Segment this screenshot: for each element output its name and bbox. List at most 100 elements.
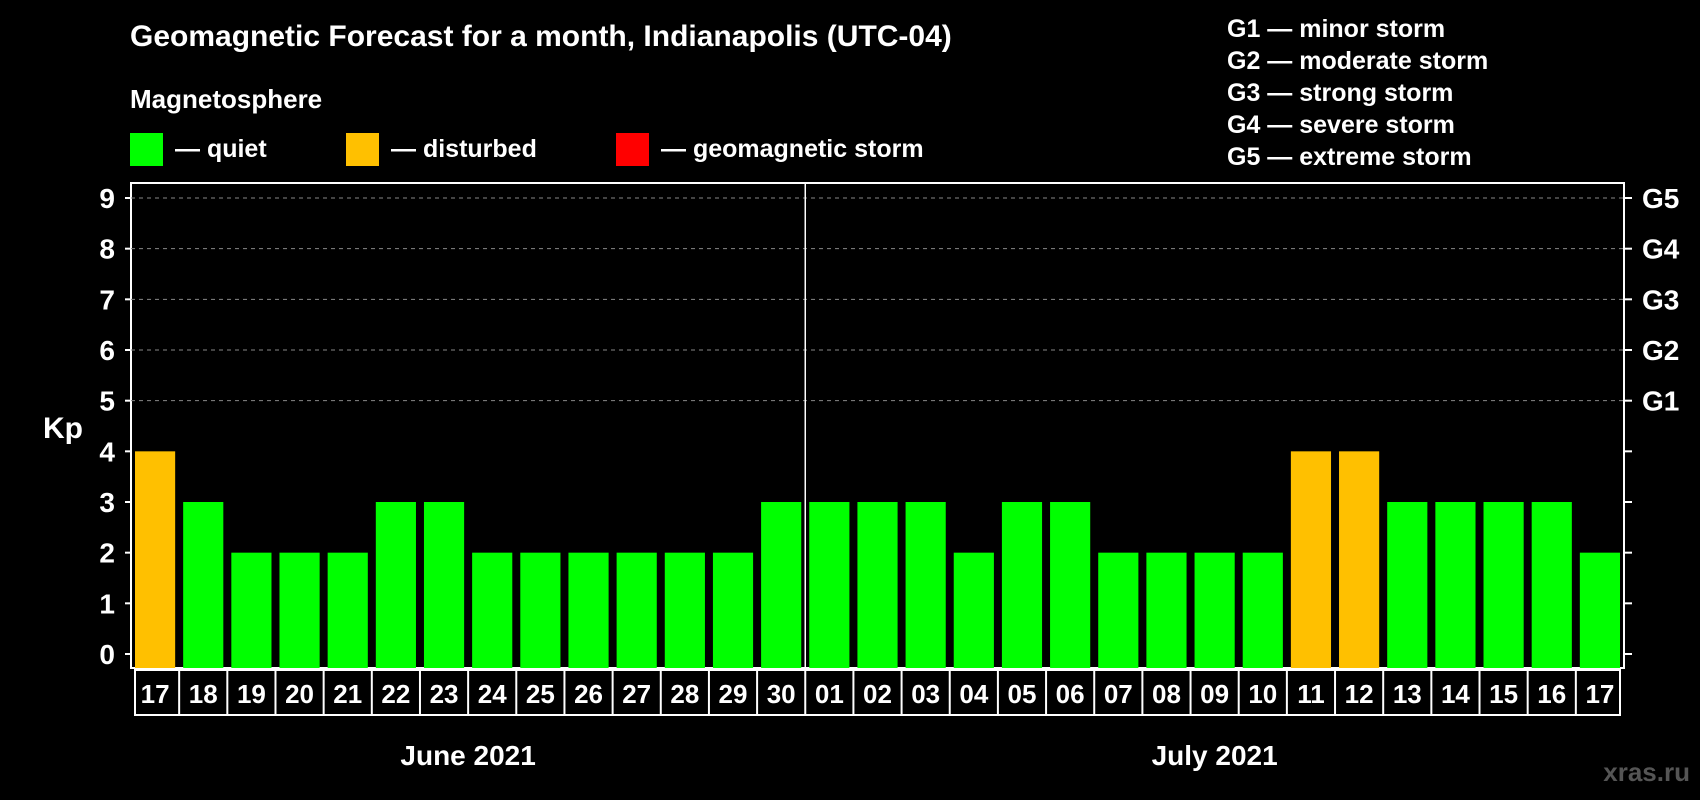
kp-bar xyxy=(712,552,754,668)
y-tick-label: 8 xyxy=(99,234,115,265)
kp-bar xyxy=(279,552,320,668)
kp-bar xyxy=(905,502,946,668)
kp-bar xyxy=(1098,552,1139,668)
kp-bar xyxy=(1387,502,1428,668)
date-label: 17 xyxy=(1585,679,1614,709)
y-tick-label: 5 xyxy=(99,386,115,417)
storm-scale-g2: G2 — moderate storm xyxy=(1227,47,1489,75)
storm-scale-legend: G1 — minor storm G2 — moderate storm G3 … xyxy=(1227,13,1488,173)
g-scale-label: G5 xyxy=(1642,183,1679,214)
kp-bar xyxy=(231,552,272,668)
kp-bar xyxy=(1339,451,1380,668)
g-scale-label: G2 xyxy=(1642,335,1679,366)
kp-bar xyxy=(1194,552,1235,668)
legend-disturbed: — disturbed xyxy=(346,133,537,166)
kp-bar xyxy=(809,502,850,668)
storm-scale-g4: G4 — severe storm xyxy=(1227,111,1455,139)
kp-bar xyxy=(857,502,898,668)
kp-bar xyxy=(1050,502,1091,668)
kp-bar xyxy=(1242,552,1283,668)
y-axis-label: Kp xyxy=(43,412,83,445)
y-tick-label: 0 xyxy=(99,639,115,670)
kp-bar xyxy=(1483,502,1524,668)
date-label: 01 xyxy=(815,679,844,709)
date-label: 13 xyxy=(1393,679,1422,709)
y-tick-label: 2 xyxy=(99,538,115,569)
legend-swatch-quiet xyxy=(130,133,163,166)
date-label: 16 xyxy=(1537,679,1566,709)
y-tick-label: 7 xyxy=(99,284,115,315)
legend-quiet: — quiet xyxy=(130,133,267,166)
date-label: 23 xyxy=(430,679,459,709)
date-label: 28 xyxy=(670,679,699,709)
kp-bar xyxy=(1146,552,1187,668)
kp-bar xyxy=(1579,552,1620,668)
date-label: 11 xyxy=(1297,679,1325,709)
date-label: 17 xyxy=(141,679,170,709)
kp-bar xyxy=(423,502,465,668)
chart-title: Geomagnetic Forecast for a month, Indian… xyxy=(130,20,952,53)
storm-scale-g3: G3 — strong storm xyxy=(1227,79,1454,107)
storm-scale-g1: G1 — minor storm xyxy=(1227,15,1446,43)
kp-bar xyxy=(664,552,705,668)
date-label: 07 xyxy=(1104,679,1133,709)
kp-bar xyxy=(135,451,176,668)
y-tick-label: 3 xyxy=(99,487,115,518)
legend-swatch-storm xyxy=(616,133,649,166)
kp-bar xyxy=(183,502,224,668)
date-label: 26 xyxy=(574,679,603,709)
kp-bar xyxy=(1435,502,1476,668)
kp-bar xyxy=(616,552,657,668)
date-label: 05 xyxy=(1008,679,1037,709)
kp-bar xyxy=(761,502,802,668)
date-label: 12 xyxy=(1345,679,1374,709)
month-label: July 2021 xyxy=(1152,740,1278,771)
month-label: June 2021 xyxy=(400,740,535,771)
date-label: 06 xyxy=(1056,679,1085,709)
date-label: 25 xyxy=(526,679,555,709)
legend-swatch-disturbed xyxy=(346,133,379,166)
legend-label-quiet: — quiet xyxy=(175,135,267,163)
date-label: 14 xyxy=(1441,679,1470,709)
y-tick-label: 4 xyxy=(99,436,115,467)
date-label: 10 xyxy=(1248,679,1277,709)
g-scale-label: G4 xyxy=(1642,234,1680,265)
kp-bar xyxy=(1531,502,1572,668)
date-label: 30 xyxy=(767,679,796,709)
date-row-frame xyxy=(134,669,1621,716)
kp-bar xyxy=(327,552,368,668)
date-label: 22 xyxy=(381,679,410,709)
kp-bar xyxy=(375,502,416,668)
kp-bar xyxy=(568,552,609,668)
date-label: 27 xyxy=(622,679,651,709)
kp-bar xyxy=(953,552,994,668)
date-label: 03 xyxy=(911,679,940,709)
date-label: 09 xyxy=(1200,679,1229,709)
watermark: xras.ru xyxy=(1603,757,1690,787)
y-tick-label: 9 xyxy=(99,183,115,214)
date-label: 08 xyxy=(1152,679,1181,709)
y-tick-label: 6 xyxy=(99,335,115,366)
date-label: 24 xyxy=(478,679,507,709)
kp-bar xyxy=(1001,502,1043,668)
date-label: 19 xyxy=(237,679,266,709)
date-label: 29 xyxy=(719,679,748,709)
kp-bar xyxy=(472,552,513,668)
date-label: 04 xyxy=(959,679,988,709)
storm-scale-g5: G5 — extreme storm xyxy=(1227,143,1472,171)
date-label: 20 xyxy=(285,679,314,709)
y-tick-label: 1 xyxy=(99,588,115,619)
date-label: 21 xyxy=(333,679,362,709)
g-scale-label: G1 xyxy=(1642,386,1679,417)
date-label: 18 xyxy=(189,679,218,709)
legend-label-storm: — geomagnetic storm xyxy=(661,135,924,163)
legend-label-disturbed: — disturbed xyxy=(391,135,537,163)
date-label: 15 xyxy=(1489,679,1518,709)
kp-bar xyxy=(1290,451,1332,668)
kp-bar xyxy=(520,552,561,668)
date-label: 02 xyxy=(863,679,892,709)
legend-storm: — geomagnetic storm xyxy=(616,133,924,166)
magnetosphere-label: Magnetosphere xyxy=(130,84,323,114)
g-scale-label: G3 xyxy=(1642,284,1679,315)
